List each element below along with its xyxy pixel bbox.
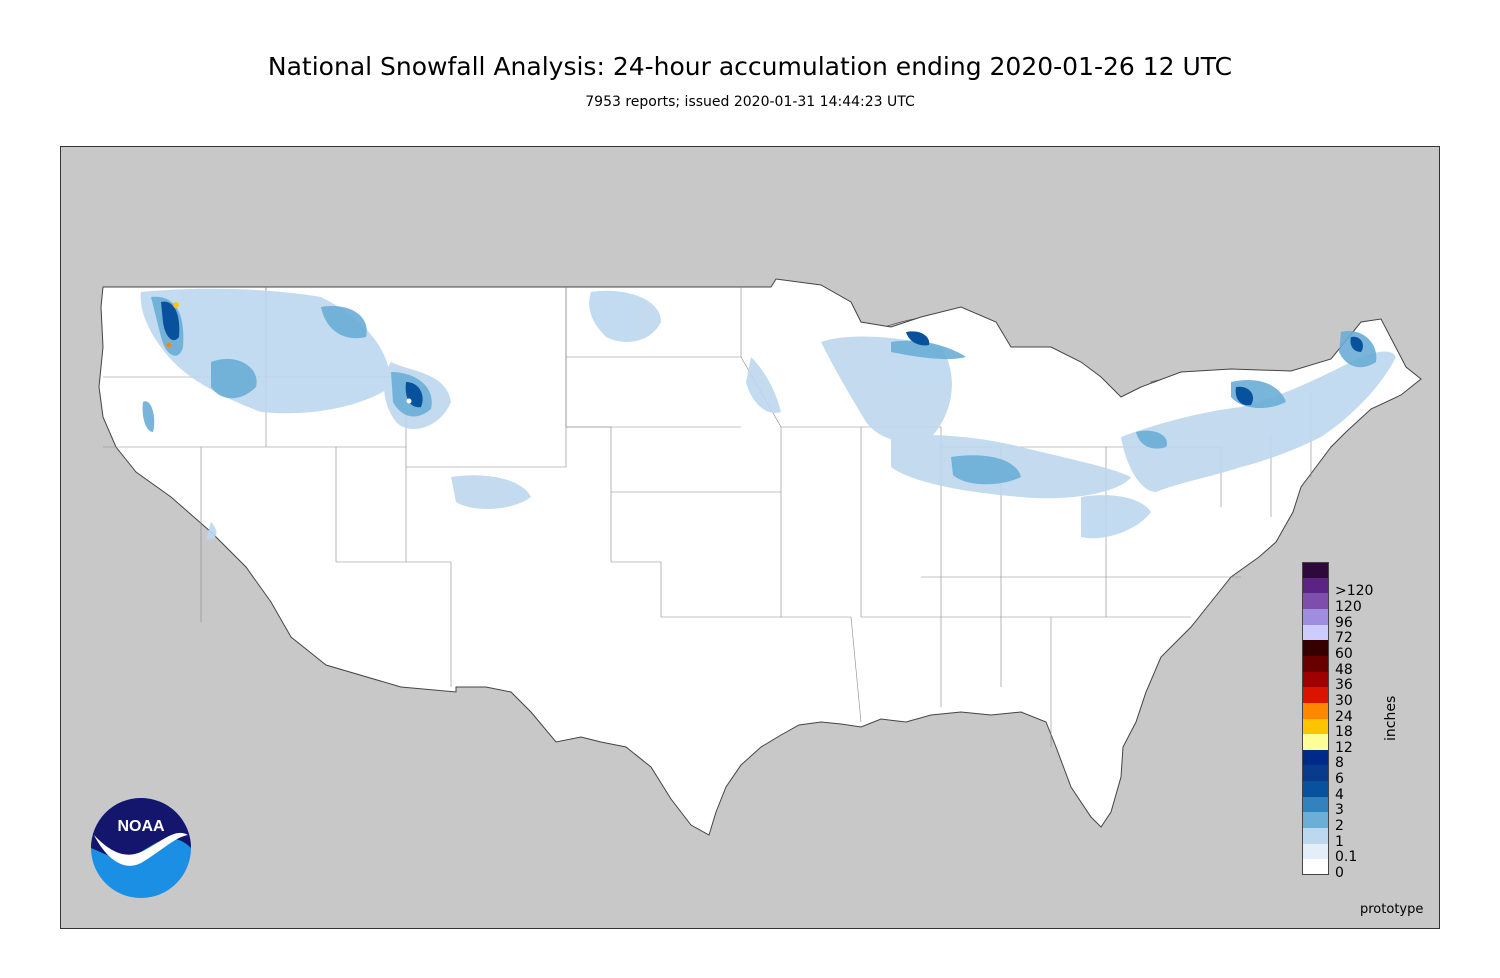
legend-swatch (1302, 562, 1329, 579)
legend-swatch (1302, 687, 1329, 704)
legend-swatch (1302, 765, 1329, 782)
snow-extreme (166, 302, 412, 404)
legend-swatch (1302, 624, 1329, 641)
legend-label: 6 (1335, 771, 1344, 788)
legend-swatch (1302, 781, 1329, 798)
legend-swatch (1302, 671, 1329, 688)
legend-label: 24 (1335, 708, 1353, 725)
map-title: National Snowfall Analysis: 24-hour accu… (267, 52, 1233, 81)
legend-swatch (1302, 577, 1329, 594)
prototype-label: prototype (1360, 902, 1424, 917)
legend-swatch (1302, 640, 1329, 657)
legend-swatch (1302, 718, 1329, 735)
legend-label: 8 (1335, 755, 1344, 772)
legend-label: 96 (1335, 614, 1353, 631)
legend-swatch (1302, 702, 1329, 719)
legend-label: >120 (1335, 583, 1374, 600)
legend-label: 3 (1335, 802, 1344, 819)
legend-label: 0 (1335, 865, 1344, 881)
legend-label: 1 (1335, 833, 1344, 850)
legend-label: 36 (1335, 677, 1353, 694)
legend-label: 48 (1335, 661, 1353, 678)
legend-swatch (1302, 749, 1329, 766)
snow-medium (142, 296, 1377, 485)
legend-swatch (1302, 608, 1329, 626)
legend-label: 2 (1335, 818, 1344, 835)
legend-swatch (1302, 655, 1329, 673)
legend-swatch (1302, 843, 1329, 860)
legend-label: 18 (1335, 724, 1353, 741)
snow-heavy (161, 301, 1363, 408)
legend-label: 4 (1335, 786, 1344, 803)
legend-label: 0.1 (1335, 849, 1358, 866)
legend-label: 72 (1335, 630, 1353, 647)
legend-label: 30 (1335, 692, 1353, 709)
map-canvas (98, 278, 1422, 836)
legend-label: 12 (1335, 739, 1353, 756)
noaa-logo: NOAA (91, 798, 191, 898)
legend-label: 60 (1335, 645, 1353, 662)
legend-label: 120 (1335, 598, 1362, 615)
legend-swatch (1302, 593, 1329, 610)
snowfall-map (60, 146, 1440, 929)
legend-swatch (1302, 859, 1329, 876)
noaa-logo-text: NOAA (117, 818, 165, 835)
legend-swatch (1302, 828, 1329, 845)
map-subtitle: 7953 reports; issued 2020-01-31 14:44:23… (585, 94, 915, 110)
legend-units-label: inches (1383, 695, 1399, 741)
legend-swatch (1302, 796, 1329, 813)
legend-swatch (1302, 812, 1329, 829)
legend-swatch (1302, 734, 1329, 751)
